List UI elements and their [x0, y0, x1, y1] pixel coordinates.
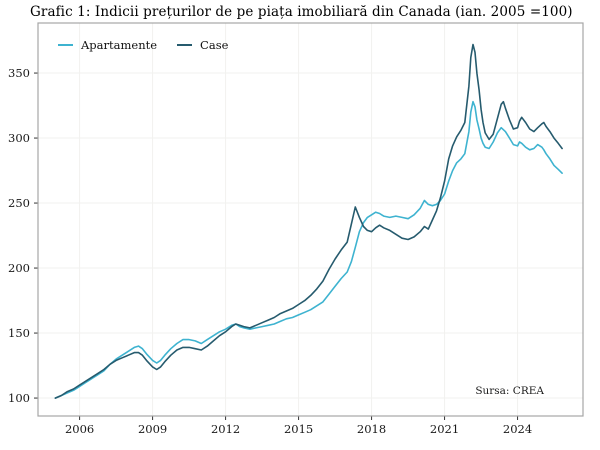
y-tick-label: 350 — [8, 66, 30, 80]
source-note: Sursa: CREA — [475, 385, 544, 397]
series-line-case — [54, 43, 563, 399]
x-tick-label: 2015 — [284, 422, 313, 436]
legend-swatch-icon — [177, 44, 193, 46]
chart-title: Grafic 1: Indicii prețurilor de pe piața… — [30, 4, 573, 20]
series-line-apartamente — [54, 100, 563, 399]
x-tick-label: 2024 — [503, 422, 532, 436]
x-tick-label: 2009 — [138, 422, 167, 436]
y-tick-label: 100 — [8, 391, 30, 405]
legend: Apartamente Case — [58, 38, 228, 52]
legend-label: Apartamente — [81, 38, 158, 52]
legend-label: Case — [200, 38, 229, 52]
y-tick-label: 200 — [8, 261, 30, 275]
panel-border — [37, 22, 584, 417]
y-tick-label: 300 — [8, 131, 30, 145]
x-tick-label: 2018 — [357, 422, 386, 436]
x-tick-label: 2012 — [211, 422, 240, 436]
legend-item-apartamente: Apartamente — [58, 38, 157, 52]
y-tick-label: 150 — [8, 326, 30, 340]
legend-swatch-icon — [58, 44, 73, 46]
x-tick-label: 2021 — [430, 422, 459, 436]
x-tick-label: 2006 — [65, 422, 94, 436]
y-tick-label: 250 — [8, 196, 30, 210]
legend-item-case: Case — [177, 38, 228, 52]
